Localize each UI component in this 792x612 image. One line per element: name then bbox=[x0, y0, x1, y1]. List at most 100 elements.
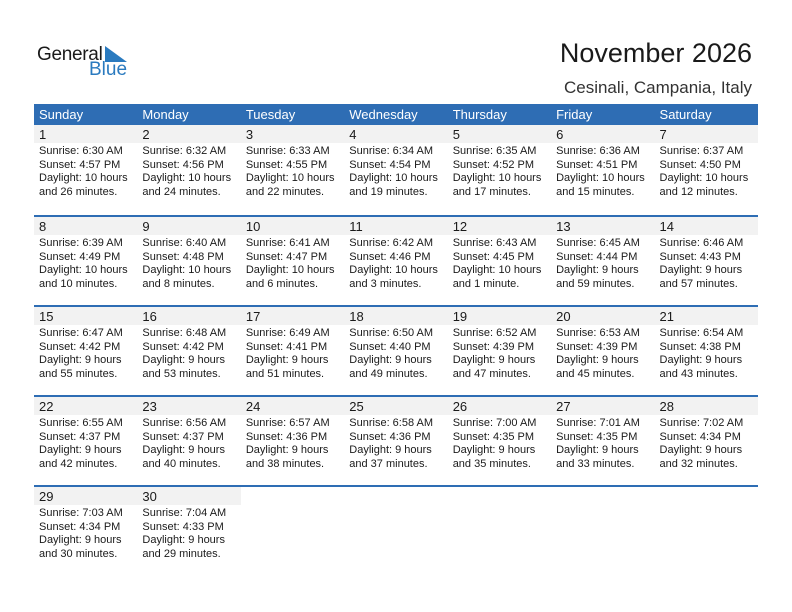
sunset-text: Sunset: 4:37 PM bbox=[142, 430, 224, 443]
day-cell: 28 Sunrise: 7:02 AM Sunset: 4:34 PM Dayligh… bbox=[654, 397, 758, 485]
day-number: 21 bbox=[654, 307, 758, 325]
sunset-text: Sunset: 4:35 PM bbox=[452, 430, 535, 443]
sunset-text: Sunset: 4:34 PM bbox=[659, 430, 741, 443]
week-row: 22 Sunrise: 6:55 AM Sunset: 4:37 PM Dayligh… bbox=[34, 395, 758, 485]
day-number: 1 bbox=[34, 125, 138, 143]
day-cell: 26 Sunrise: 7:00 AM Sunset: 4:35 PM Dayligh… bbox=[447, 397, 552, 485]
day-info: Sunrise: 6:40 AM Sunset: 4:48 PM Daylight:… bbox=[137, 235, 240, 291]
daylight-text: Daylight: 10 hours bbox=[556, 172, 645, 184]
sunrise-text: Sunrise: 6:36 AM bbox=[556, 145, 640, 157]
week-row: 15 Sunrise: 6:47 AM Sunset: 4:42 PM Dayligh… bbox=[34, 305, 758, 395]
day-cell: 6 Sunrise: 6:36 AM Sunset: 4:51 PM Daylight… bbox=[551, 125, 655, 215]
daylight-text: Daylight: 9 hours bbox=[245, 354, 329, 366]
day-info: Sunrise: 6:47 AM Sunset: 4:42 PM Daylight:… bbox=[34, 325, 137, 381]
daylight-text: Daylight: 9 hours bbox=[39, 444, 122, 456]
sunset-text: Sunset: 4:35 PM bbox=[556, 430, 638, 443]
day-number: 17 bbox=[240, 307, 345, 325]
sunset-text: Sunset: 4:57 PM bbox=[39, 158, 121, 171]
sunrise-text: Sunrise: 7:01 AM bbox=[556, 417, 640, 429]
sunrise-text: Sunrise: 6:46 AM bbox=[659, 237, 744, 249]
daylight-text: Daylight: 9 hours bbox=[142, 534, 225, 546]
sunset-text: Sunset: 4:51 PM bbox=[556, 158, 638, 171]
day-cell: 10 Sunrise: 6:41 AM Sunset: 4:47 PM Dayligh… bbox=[240, 217, 345, 305]
daylight-text: and 57 minutes. bbox=[659, 277, 738, 290]
sunrise-text: Sunrise: 6:33 AM bbox=[245, 145, 330, 157]
day-cell: 17 Sunrise: 6:49 AM Sunset: 4:41 PM Dayligh… bbox=[240, 307, 345, 395]
location: Cesinali, Campania, Italy bbox=[563, 78, 752, 97]
daylight-text: and 59 minutes. bbox=[556, 277, 635, 290]
daylight-text: and 8 minutes. bbox=[142, 277, 215, 290]
daylight-text: and 12 minutes. bbox=[659, 185, 738, 198]
empty-cell bbox=[551, 487, 654, 575]
day-cell: 16 Sunrise: 6:48 AM Sunset: 4:42 PM Dayligh… bbox=[137, 307, 241, 395]
day-cell: 30 Sunrise: 7:04 AM Sunset: 4:33 PM Dayligh… bbox=[137, 487, 241, 575]
daylight-text: Daylight: 9 hours bbox=[142, 444, 225, 456]
day-number: 2 bbox=[137, 125, 241, 143]
day-number: 28 bbox=[654, 397, 758, 415]
day-info: Sunrise: 6:56 AM Sunset: 4:37 PM Daylight:… bbox=[137, 415, 240, 471]
day-number: 3 bbox=[240, 125, 345, 143]
day-info: Sunrise: 6:57 AM Sunset: 4:36 PM Daylight:… bbox=[241, 415, 344, 471]
day-number: 27 bbox=[551, 397, 655, 415]
day-cell: 14 Sunrise: 6:46 AM Sunset: 4:43 PM Dayligh… bbox=[654, 217, 758, 305]
daylight-text: Daylight: 9 hours bbox=[39, 534, 122, 546]
day-number: 11 bbox=[344, 217, 448, 235]
sunset-text: Sunset: 4:50 PM bbox=[659, 158, 741, 171]
sunrise-text: Sunrise: 6:35 AM bbox=[452, 145, 537, 157]
sunrise-text: Sunrise: 6:47 AM bbox=[39, 327, 123, 339]
sunset-text: Sunset: 4:37 PM bbox=[39, 430, 121, 443]
day-info: Sunrise: 6:52 AM Sunset: 4:39 PM Daylight:… bbox=[448, 325, 551, 381]
daylight-text: and 33 minutes. bbox=[556, 457, 635, 470]
daylight-text: and 32 minutes. bbox=[659, 457, 738, 470]
sunrise-text: Sunrise: 6:53 AM bbox=[556, 327, 640, 339]
daylight-text: Daylight: 10 hours bbox=[452, 172, 542, 184]
sunrise-text: Sunrise: 6:34 AM bbox=[349, 145, 434, 157]
day-cell: 20 Sunrise: 6:53 AM Sunset: 4:39 PM Dayligh… bbox=[551, 307, 655, 395]
day-number: 19 bbox=[447, 307, 552, 325]
sunrise-text: Sunrise: 6:37 AM bbox=[659, 145, 744, 157]
day-cell: 27 Sunrise: 7:01 AM Sunset: 4:35 PM Dayligh… bbox=[551, 397, 655, 485]
day-cell: 9 Sunrise: 6:40 AM Sunset: 4:48 PM Daylight… bbox=[137, 217, 241, 305]
daylight-text: and 30 minutes. bbox=[39, 547, 118, 560]
daylight-text: Daylight: 10 hours bbox=[349, 264, 438, 276]
weekday-label: Wednesday bbox=[349, 107, 418, 122]
day-cell: 13 Sunrise: 6:45 AM Sunset: 4:44 PM Dayligh… bbox=[551, 217, 655, 305]
day-number: 12 bbox=[447, 217, 552, 235]
daylight-text: Daylight: 9 hours bbox=[452, 354, 536, 366]
empty-cell bbox=[344, 487, 447, 575]
day-info: Sunrise: 6:54 AM Sunset: 4:38 PM Daylight:… bbox=[655, 325, 758, 381]
day-cell: 3 Sunrise: 6:33 AM Sunset: 4:55 PM Daylight… bbox=[240, 125, 345, 215]
daylight-text: and 51 minutes. bbox=[245, 367, 325, 380]
daylight-text: Daylight: 9 hours bbox=[142, 354, 225, 366]
day-number: 5 bbox=[447, 125, 552, 143]
empty-cell bbox=[655, 487, 758, 575]
daylight-text: Daylight: 10 hours bbox=[659, 172, 749, 184]
day-cell: 4 Sunrise: 6:34 AM Sunset: 4:54 PM Daylight… bbox=[344, 125, 448, 215]
daylight-text: and 47 minutes. bbox=[452, 367, 531, 380]
sunrise-text: Sunrise: 6:49 AM bbox=[245, 327, 330, 339]
sunset-text: Sunset: 4:52 PM bbox=[452, 158, 535, 171]
sunrise-text: Sunrise: 6:50 AM bbox=[349, 327, 434, 339]
day-info: Sunrise: 7:02 AM Sunset: 4:34 PM Daylight:… bbox=[655, 415, 758, 471]
daylight-text: and 55 minutes. bbox=[39, 367, 118, 380]
daylight-text: and 40 minutes. bbox=[142, 457, 221, 470]
day-cell: 12 Sunrise: 6:43 AM Sunset: 4:45 PM Dayligh… bbox=[447, 217, 552, 305]
day-number: 4 bbox=[344, 125, 448, 143]
sunrise-text: Sunrise: 7:00 AM bbox=[452, 417, 537, 429]
sunset-text: Sunset: 4:33 PM bbox=[142, 520, 224, 533]
day-cell: 23 Sunrise: 6:56 AM Sunset: 4:37 PM Dayligh… bbox=[137, 397, 241, 485]
day-number: 6 bbox=[551, 125, 655, 143]
sunset-text: Sunset: 4:41 PM bbox=[245, 340, 328, 353]
day-info: Sunrise: 7:01 AM Sunset: 4:35 PM Daylight:… bbox=[551, 415, 654, 471]
sunrise-text: Sunrise: 6:40 AM bbox=[142, 237, 227, 249]
sunrise-text: Sunrise: 6:39 AM bbox=[39, 237, 123, 249]
day-info: Sunrise: 6:42 AM Sunset: 4:46 PM Daylight:… bbox=[344, 235, 447, 291]
day-number: 18 bbox=[344, 307, 448, 325]
daylight-text: and 45 minutes. bbox=[556, 367, 635, 380]
day-cell: 22 Sunrise: 6:55 AM Sunset: 4:37 PM Dayligh… bbox=[34, 397, 138, 485]
day-number: 23 bbox=[137, 397, 241, 415]
day-number: 24 bbox=[240, 397, 345, 415]
daylight-text: and 10 minutes. bbox=[39, 277, 118, 290]
daylight-text: and 53 minutes. bbox=[142, 367, 221, 380]
day-number: 16 bbox=[137, 307, 241, 325]
